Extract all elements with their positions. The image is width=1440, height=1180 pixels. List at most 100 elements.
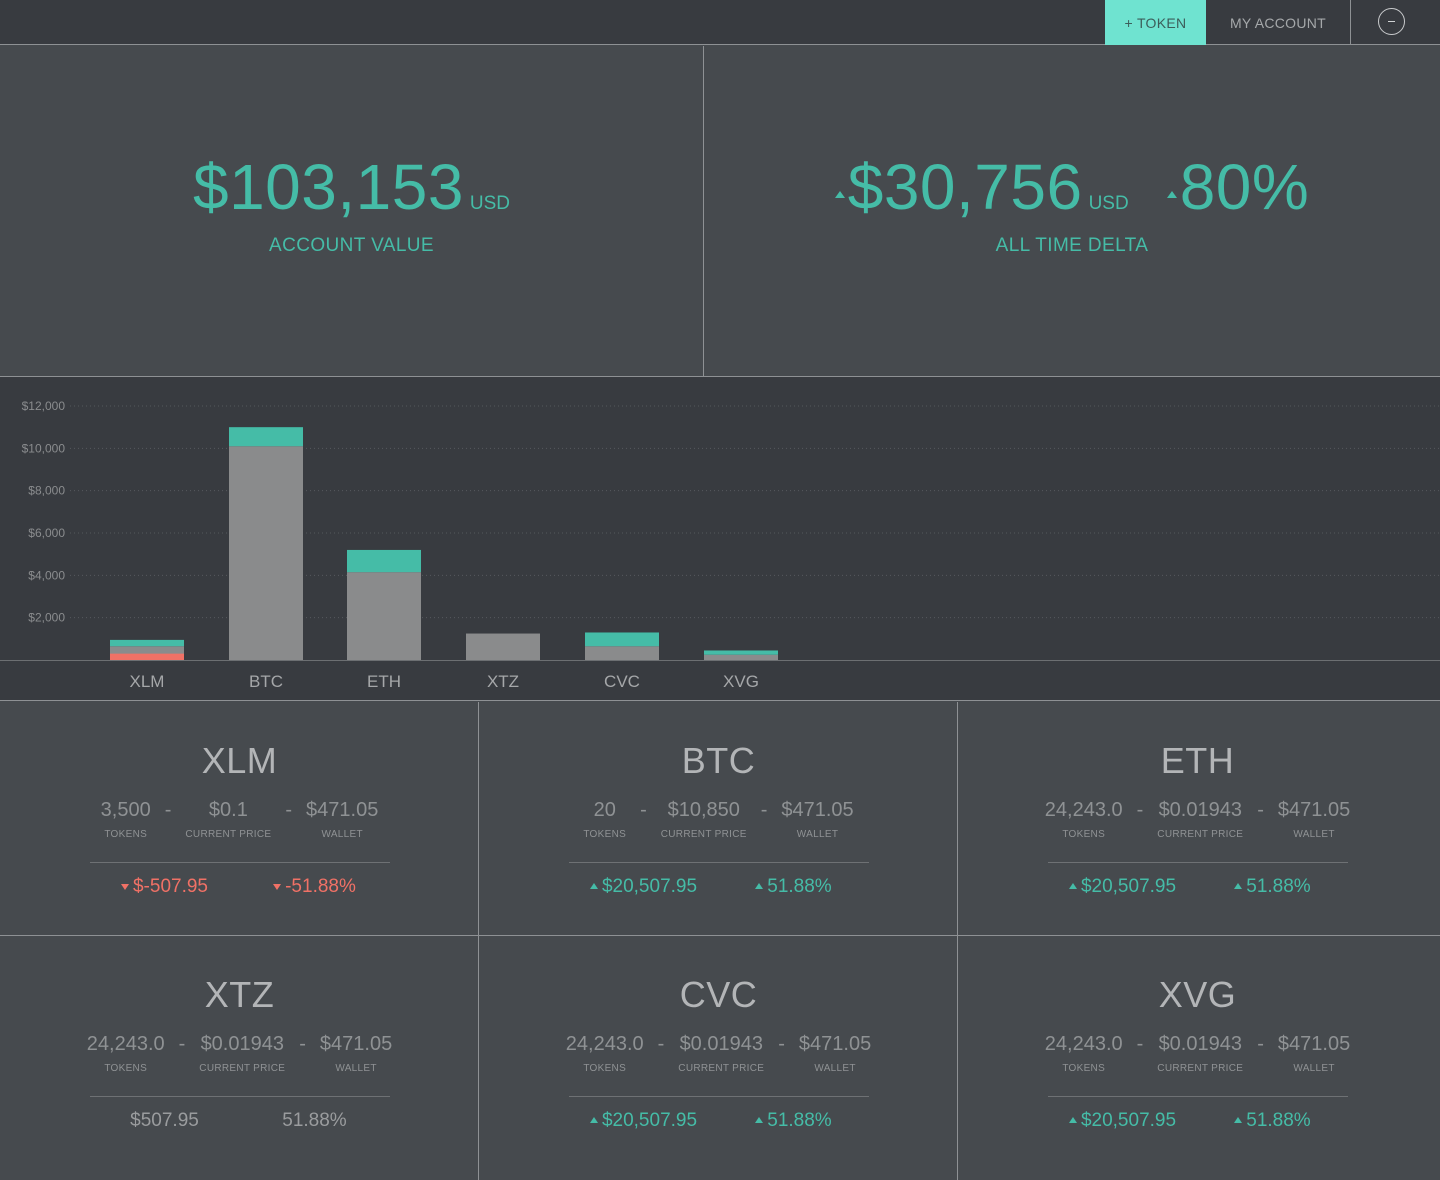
card-divider (1047, 1096, 1348, 1097)
wallet-value: $471.05 (319, 1033, 393, 1055)
token-values: 24,243.0 TOKENS - $0.01943 CURRENT PRICE… (958, 798, 1437, 840)
token-values: 3,500 TOKENS - $0.1 CURRENT PRICE - $471… (0, 798, 479, 840)
token-count-value: 24,243.0 (565, 1033, 644, 1055)
bar-gain-cvc (585, 632, 659, 647)
wallet: $471.05 WALLET (306, 798, 378, 840)
current-price-label: CURRENT PRICE (1157, 1063, 1244, 1074)
bar-base-xvg (704, 654, 778, 660)
bar-base-xtz (466, 633, 540, 660)
bar-base-btc (229, 446, 303, 660)
current-price-value: $0.1 (208, 799, 248, 821)
bar-base-eth (347, 572, 421, 660)
token-count-label: TOKENS (104, 829, 148, 840)
portfolio-bar-chart: $2,000 $4,000 $6,000 $8,000 $10,000 $12,000 XL… (0, 377, 1440, 701)
add-token-button[interactable]: + TOKEN (1105, 0, 1206, 45)
token-card-cvc[interactable]: CVC 24,243.0 TOKENS - $0.01943 CURRENT P… (479, 936, 958, 1170)
x-tick-label: XLM (130, 672, 165, 691)
current-price-value: $0.01943 (1158, 799, 1242, 821)
token-deltas: $20,507.95 51.88% (479, 1110, 958, 1132)
current-price: $0.01943 CURRENT PRICE (199, 1032, 285, 1074)
token-count: 3,500 TOKENS (101, 798, 151, 840)
token-card-eth[interactable]: ETH 24,243.0 TOKENS - $0.01943 CURRENT P… (958, 702, 1437, 936)
token-card-xtz[interactable]: XTZ 24,243.0 TOKENS - $0.01943 CURRENT P… (0, 936, 479, 1170)
wallet-value: $471.05 (306, 799, 379, 821)
up-arrow-icon (755, 883, 764, 889)
topbar-divider (1350, 0, 1351, 45)
card-grid-line (957, 702, 958, 1180)
token-values: 24,243.0 TOKENS - $0.01943 CURRENT PRICE… (479, 1032, 958, 1074)
summary-divider (703, 46, 704, 377)
separator: - (178, 1033, 186, 1055)
wallet: $471.05 WALLET (1278, 1032, 1350, 1074)
up-arrow-icon (1234, 1117, 1243, 1123)
wallet-label: WALLET (335, 1063, 377, 1074)
bar-gain-btc (229, 427, 303, 447)
delta-percent: 51.88% (240, 1110, 390, 1132)
x-tick-label: BTC (249, 672, 283, 691)
token-count-label: TOKENS (583, 1063, 627, 1074)
delta-percent-value: -51.88% (285, 876, 356, 897)
my-account-button[interactable]: MY ACCOUNT (1229, 14, 1327, 31)
token-count-value: 24,243.0 (86, 1033, 165, 1055)
delta-usd: $20,507.95 (1048, 876, 1198, 898)
token-symbol: XVG (1158, 974, 1237, 1015)
delta-usd-value: $20,507.95 (1080, 1110, 1177, 1131)
up-arrow-icon (589, 1117, 598, 1123)
delta-percent: -51.88% (240, 876, 390, 898)
token-count-label: TOKENS (583, 829, 627, 840)
current-price-label: CURRENT PRICE (660, 829, 747, 840)
x-tick-label: XTZ (487, 672, 519, 691)
delta-usd-value: $20,507.95 (601, 876, 698, 897)
up-arrow-icon (1068, 883, 1077, 889)
account-value: $103,153 (192, 151, 464, 223)
token-count: 20 TOKENS (583, 798, 626, 840)
delta-percent: 51.88% (1198, 1110, 1348, 1132)
token-card-btc[interactable]: BTC 20 TOKENS - $10,850 CURRENT PRICE - … (479, 702, 958, 936)
token-deltas: $507.95 51.88% (0, 1110, 479, 1132)
current-price-label: CURRENT PRICE (1157, 829, 1244, 840)
bar-gain-eth (347, 549, 421, 573)
y-tick-label: $10,000 (22, 441, 66, 455)
card-divider (568, 862, 869, 863)
delta-percent: 80% (1179, 151, 1310, 223)
token-values: 24,243.0 TOKENS - $0.01943 CURRENT PRICE… (958, 1032, 1437, 1074)
delta-usd-value: $20,507.95 (1080, 876, 1177, 897)
account-value-caption: ACCOUNT VALUE (269, 235, 434, 256)
wallet-value: $471.05 (781, 799, 854, 821)
delta-usd-value: $-507.95 (132, 876, 208, 897)
minus-circle-icon[interactable] (1378, 8, 1405, 35)
current-price-label: CURRENT PRICE (678, 1063, 765, 1074)
up-arrow-icon (1234, 883, 1243, 889)
token-count-value: 20 (593, 799, 616, 821)
token-count: 24,243.0 TOKENS (87, 1032, 165, 1074)
token-cards: XLM 3,500 TOKENS - $0.1 CURRENT PRICE - … (0, 702, 1440, 1180)
delta-percent-value: 51.88% (767, 1110, 832, 1131)
wallet: $471.05 WALLET (320, 1032, 392, 1074)
y-tick-label: $8,000 (28, 484, 65, 498)
x-tick-label: XVG (723, 672, 759, 691)
account-value-unit: USD (469, 193, 511, 214)
delta-percent: 51.88% (1198, 876, 1348, 898)
card-divider (89, 1096, 390, 1097)
token-card-xlm[interactable]: XLM 3,500 TOKENS - $0.1 CURRENT PRICE - … (0, 702, 479, 936)
separator: - (1136, 1033, 1144, 1055)
card-grid-line (478, 702, 479, 1180)
current-price-label: CURRENT PRICE (185, 829, 272, 840)
all-time-delta-stat: $30,756 USD 80% ALL TIME DELTA (704, 151, 1440, 257)
token-card-xvg[interactable]: XVG 24,243.0 TOKENS - $0.01943 CURRENT P… (958, 936, 1437, 1170)
delta-percent: 51.88% (719, 1110, 869, 1132)
separator: - (760, 799, 768, 821)
y-tick-label: $2,000 (28, 611, 65, 625)
top-bar: + TOKEN MY ACCOUNT (0, 0, 1440, 45)
wallet-label: WALLET (1293, 829, 1335, 840)
wallet-label: WALLET (796, 829, 839, 840)
token-symbol: BTC (681, 740, 756, 781)
wallet-value: $471.05 (1277, 1033, 1351, 1055)
delta-usd: $20,507.95 (569, 1110, 719, 1132)
delta-value: $30,756 (847, 151, 1083, 223)
token-deltas: $-507.95 -51.88% (0, 876, 479, 898)
delta-usd: $20,507.95 (1048, 1110, 1198, 1132)
delta-usd: $507.95 (90, 1110, 240, 1132)
wallet: $471.05 WALLET (1278, 798, 1350, 840)
card-divider (89, 862, 390, 863)
